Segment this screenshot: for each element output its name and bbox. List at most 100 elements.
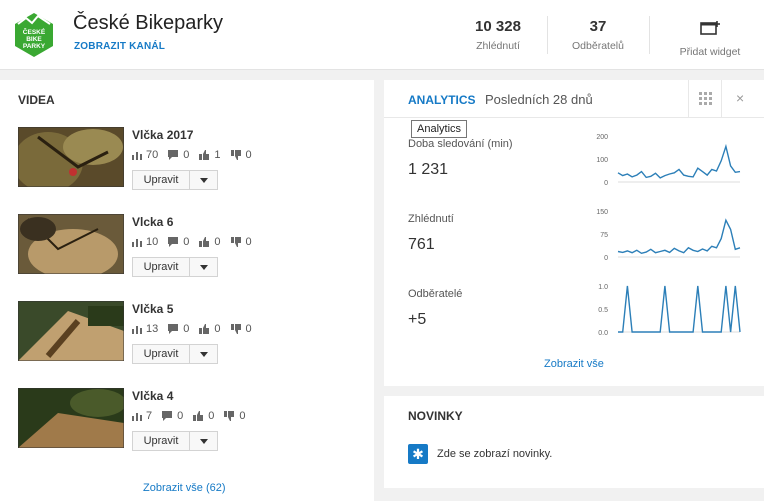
video-likes: 0: [208, 410, 215, 422]
thumbs-up-icon: [199, 324, 210, 334]
series-line: [617, 143, 741, 179]
add-widget-icon: [700, 21, 720, 35]
views-label: Zhlédnutí: [476, 40, 520, 52]
sparkline-chart: 150 75 0: [596, 209, 741, 262]
video-thumbnail[interactable]: [18, 127, 124, 187]
video-title[interactable]: Vlčka 4: [132, 389, 174, 403]
video-comments: 0: [183, 236, 190, 248]
video-title[interactable]: Vlčka 5: [132, 302, 174, 316]
metric-views[interactable]: Zhlédnutí 761: [408, 213, 454, 254]
video-dislikes: 0: [245, 149, 252, 161]
views-stat: 10 328 Zhlédnutí: [468, 18, 528, 52]
tick-label: 0.0: [598, 330, 608, 337]
video-item: Vlčka 4 7 0 0 0 Upravit: [18, 388, 358, 454]
news-panel: NOVINKY ✱ Zde se zobrazí novinky.: [384, 396, 764, 488]
edit-button-group: Upravit: [132, 344, 218, 364]
videos-title: VIDEA: [18, 93, 55, 107]
comment-icon: [168, 324, 179, 334]
thumbs-up-icon: [199, 237, 210, 247]
edit-dropdown-button[interactable]: [190, 344, 218, 364]
metric-value: 1 231: [408, 161, 449, 178]
video-stats: 13 0 0 0: [132, 323, 262, 335]
sparkline-chart: 200 100 0: [596, 134, 741, 187]
comment-icon: [162, 411, 173, 421]
metric-subscribers[interactable]: Odběratelé +5: [408, 288, 462, 329]
edit-button[interactable]: Upravit: [132, 257, 190, 277]
edit-dropdown-button[interactable]: [190, 257, 218, 277]
video-likes: 1: [214, 149, 221, 161]
analytics-header: ANALYTICS Posledních 28 dnů ×: [384, 80, 764, 118]
logo-line-1: ČESKÉ: [23, 27, 46, 36]
video-views: 7: [146, 410, 153, 422]
video-item: Vlčka 5 13 0 0 0 Upravit: [18, 301, 358, 367]
video-thumbnail[interactable]: [18, 301, 124, 361]
comment-icon: [168, 237, 179, 247]
sparkline-chart: 1.0 0.5 0.0: [598, 284, 741, 337]
views-bar-icon: [132, 238, 142, 247]
analytics-tooltip: Analytics: [411, 120, 468, 138]
video-stats: 10 0 0 0: [132, 236, 262, 248]
news-title: NOVINKY: [408, 409, 463, 423]
news-text: Zde se zobrazí novinky.: [437, 448, 553, 460]
edit-dropdown-button[interactable]: [190, 431, 218, 451]
subscribers-stat: 37 Odběratelů: [566, 18, 630, 52]
video-likes: 0: [214, 323, 221, 335]
series-line: [617, 218, 741, 255]
view-channel-link[interactable]: ZOBRAZIT KANÁL: [74, 41, 166, 52]
video-comments: 0: [183, 149, 190, 161]
video-dislikes: 0: [239, 410, 246, 422]
views-count: 10 328: [475, 18, 521, 35]
add-widget-button[interactable]: Přidat widget: [672, 20, 748, 58]
tick-label: 1.0: [598, 284, 608, 291]
video-item: Vlcka 6 10 0 0 0 Upravit: [18, 214, 358, 280]
tick-label: 75: [600, 232, 608, 239]
video-likes: 0: [214, 236, 221, 248]
video-thumbnail[interactable]: [18, 214, 124, 274]
logo-line-2: BIKE: [26, 36, 42, 43]
video-comments: 0: [183, 323, 190, 335]
edit-button-group: Upravit: [132, 431, 218, 451]
channel-header: ČESKÉ BIKE PARKY České Bikeparky ZOBRAZI…: [0, 0, 764, 70]
metric-watch-time[interactable]: Doba sledování (min) 1 231: [408, 138, 513, 179]
drag-handle[interactable]: [688, 80, 722, 118]
video-item: Vlčka 2017 70 0 1 0 Upravit: [18, 127, 358, 193]
edit-dropdown-button[interactable]: [190, 170, 218, 190]
videos-view-all-link[interactable]: Zobrazit vše (62): [143, 482, 226, 494]
thumbs-up-icon: [193, 411, 204, 421]
videos-panel: VIDEA Vlčka 2017 7 0 0 1 0 Upravit: [0, 80, 374, 501]
channel-name: České Bikeparky: [73, 12, 224, 34]
analytics-title[interactable]: ANALYTICS: [408, 93, 476, 107]
tick-label: 200: [596, 134, 608, 141]
grid-icon: [699, 92, 712, 105]
close-icon[interactable]: ×: [736, 90, 745, 106]
comment-icon: [168, 150, 179, 160]
views-bar-icon: [132, 325, 142, 334]
video-views: 10: [146, 236, 159, 248]
views-bar-icon: [132, 412, 142, 421]
caret-down-icon: [199, 351, 208, 357]
edit-button[interactable]: Upravit: [132, 344, 190, 364]
video-comments: 0: [177, 410, 184, 422]
divider: [547, 16, 548, 54]
views-bar-icon: [132, 151, 142, 160]
tick-label: 0: [604, 180, 608, 187]
thumbs-up-icon: [199, 150, 210, 160]
series-line: [618, 285, 741, 333]
channel-logo[interactable]: ČESKÉ BIKE PARKY: [14, 12, 54, 58]
thumbs-down-icon: [230, 324, 241, 334]
divider: [649, 16, 650, 54]
analytics-panel: ANALYTICS Posledních 28 dnů × Analytics …: [384, 80, 764, 386]
subscribers-label: Odběratelů: [572, 40, 624, 52]
video-dislikes: 0: [245, 323, 252, 335]
video-title[interactable]: Vlčka 2017: [132, 128, 194, 142]
analytics-view-all-link[interactable]: Zobrazit vše: [544, 358, 604, 370]
video-title[interactable]: Vlcka 6: [132, 215, 174, 229]
thumbs-down-icon: [230, 237, 241, 247]
video-thumbnail[interactable]: [18, 388, 124, 448]
edit-button[interactable]: Upravit: [132, 431, 190, 451]
edit-button[interactable]: Upravit: [132, 170, 190, 190]
video-dislikes: 0: [245, 236, 252, 248]
caret-down-icon: [199, 177, 208, 183]
tick-label: 150: [596, 209, 608, 216]
analytics-period: Posledních 28 dnů: [485, 92, 593, 107]
